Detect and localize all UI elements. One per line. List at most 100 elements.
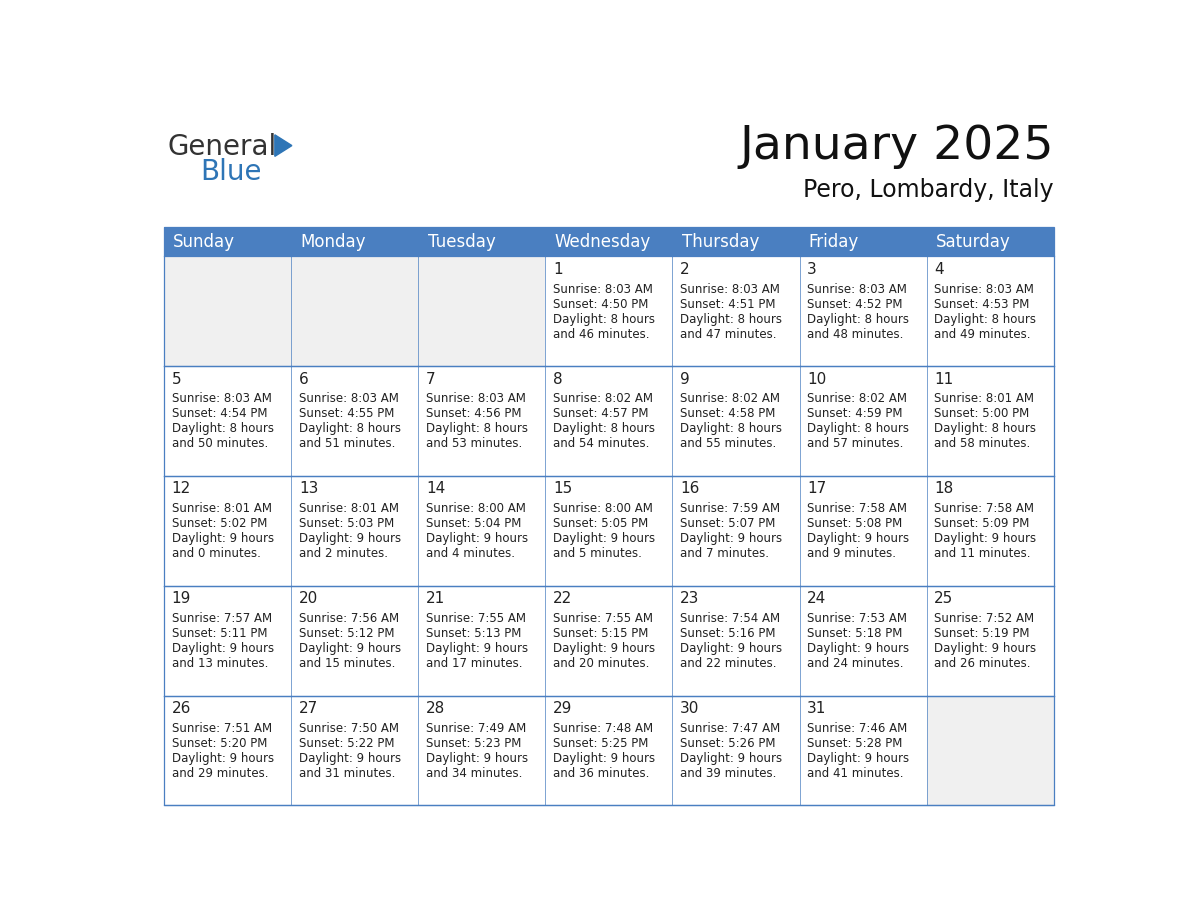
Text: Daylight: 9 hours: Daylight: 9 hours <box>172 532 274 545</box>
Bar <box>672 366 800 476</box>
Text: Wednesday: Wednesday <box>555 233 651 251</box>
Text: Sunrise: 7:50 AM: Sunrise: 7:50 AM <box>299 722 399 734</box>
Text: Blue: Blue <box>201 158 261 186</box>
Text: Sunset: 5:16 PM: Sunset: 5:16 PM <box>681 627 776 640</box>
Text: Tuesday: Tuesday <box>428 233 495 251</box>
Text: Sunrise: 8:03 AM: Sunrise: 8:03 AM <box>681 283 781 296</box>
Text: Sunset: 4:58 PM: Sunset: 4:58 PM <box>681 408 776 420</box>
Bar <box>164 227 1054 805</box>
Text: and 29 minutes.: and 29 minutes. <box>172 767 268 780</box>
Text: 14: 14 <box>426 481 446 497</box>
Text: Sunrise: 7:58 AM: Sunrise: 7:58 AM <box>934 502 1035 515</box>
Text: and 5 minutes.: and 5 minutes. <box>554 547 642 560</box>
Text: Daylight: 9 hours: Daylight: 9 hours <box>426 752 529 765</box>
Text: Sunset: 5:11 PM: Sunset: 5:11 PM <box>172 627 267 640</box>
Text: Daylight: 8 hours: Daylight: 8 hours <box>808 422 909 435</box>
Bar <box>927 366 1054 476</box>
Text: Friday: Friday <box>809 233 859 251</box>
Text: 13: 13 <box>299 481 318 497</box>
Text: Sunset: 4:57 PM: Sunset: 4:57 PM <box>554 408 649 420</box>
Text: Saturday: Saturday <box>936 233 1011 251</box>
Bar <box>291 366 418 476</box>
Bar <box>164 586 291 696</box>
Bar <box>927 256 1054 366</box>
Text: Daylight: 9 hours: Daylight: 9 hours <box>426 642 529 655</box>
Text: Daylight: 9 hours: Daylight: 9 hours <box>554 532 655 545</box>
Text: Sunrise: 8:03 AM: Sunrise: 8:03 AM <box>299 392 399 406</box>
Bar <box>291 696 418 805</box>
Text: Sunrise: 8:00 AM: Sunrise: 8:00 AM <box>426 502 526 515</box>
Text: Sunrise: 7:57 AM: Sunrise: 7:57 AM <box>172 612 272 625</box>
Text: and 36 minutes.: and 36 minutes. <box>554 767 650 780</box>
Bar <box>545 366 672 476</box>
Bar <box>291 586 418 696</box>
Text: Sunrise: 7:46 AM: Sunrise: 7:46 AM <box>808 722 908 734</box>
Bar <box>672 256 800 366</box>
Text: and 53 minutes.: and 53 minutes. <box>426 438 523 451</box>
Text: 10: 10 <box>808 372 827 386</box>
Bar <box>672 586 800 696</box>
Text: Sunrise: 8:03 AM: Sunrise: 8:03 AM <box>172 392 272 406</box>
Text: 24: 24 <box>808 591 827 606</box>
Text: Sunrise: 7:51 AM: Sunrise: 7:51 AM <box>172 722 272 734</box>
Text: Pero, Lombardy, Italy: Pero, Lombardy, Italy <box>803 178 1054 202</box>
Text: Sunrise: 8:02 AM: Sunrise: 8:02 AM <box>554 392 653 406</box>
Text: and 22 minutes.: and 22 minutes. <box>681 657 777 670</box>
Text: 21: 21 <box>426 591 446 606</box>
Bar <box>545 586 672 696</box>
Text: 11: 11 <box>934 372 954 386</box>
Text: Sunrise: 8:03 AM: Sunrise: 8:03 AM <box>934 283 1035 296</box>
Bar <box>800 366 927 476</box>
Text: 30: 30 <box>681 701 700 716</box>
Text: Daylight: 9 hours: Daylight: 9 hours <box>172 642 274 655</box>
Bar <box>927 476 1054 586</box>
Text: Daylight: 9 hours: Daylight: 9 hours <box>299 642 402 655</box>
Text: Daylight: 9 hours: Daylight: 9 hours <box>934 642 1036 655</box>
Text: Sunrise: 7:55 AM: Sunrise: 7:55 AM <box>554 612 653 625</box>
Bar <box>800 696 927 805</box>
Text: Sunset: 5:23 PM: Sunset: 5:23 PM <box>426 737 522 750</box>
Text: and 50 minutes.: and 50 minutes. <box>172 438 268 451</box>
Bar <box>418 476 545 586</box>
Text: Sunrise: 7:54 AM: Sunrise: 7:54 AM <box>681 612 781 625</box>
Text: Sunset: 5:19 PM: Sunset: 5:19 PM <box>934 627 1030 640</box>
Text: Daylight: 9 hours: Daylight: 9 hours <box>681 532 782 545</box>
Text: 8: 8 <box>554 372 563 386</box>
Bar <box>800 476 927 586</box>
Text: Sunrise: 8:03 AM: Sunrise: 8:03 AM <box>808 283 908 296</box>
Text: and 15 minutes.: and 15 minutes. <box>299 657 396 670</box>
Text: 5: 5 <box>172 372 182 386</box>
Text: and 20 minutes.: and 20 minutes. <box>554 657 650 670</box>
Text: 1: 1 <box>554 262 563 277</box>
Bar <box>418 256 545 366</box>
Bar <box>800 586 927 696</box>
Bar <box>545 696 672 805</box>
Bar <box>164 227 1054 256</box>
Text: and 34 minutes.: and 34 minutes. <box>426 767 523 780</box>
Text: Sunrise: 7:48 AM: Sunrise: 7:48 AM <box>554 722 653 734</box>
Text: 17: 17 <box>808 481 827 497</box>
Text: Sunset: 5:09 PM: Sunset: 5:09 PM <box>934 517 1030 531</box>
Text: 18: 18 <box>934 481 954 497</box>
Text: Sunrise: 8:03 AM: Sunrise: 8:03 AM <box>426 392 526 406</box>
Text: Sunset: 5:28 PM: Sunset: 5:28 PM <box>808 737 903 750</box>
Bar <box>291 256 418 366</box>
Text: 3: 3 <box>808 262 817 277</box>
Text: 20: 20 <box>299 591 318 606</box>
Text: Daylight: 9 hours: Daylight: 9 hours <box>808 752 909 765</box>
Text: Sunrise: 8:01 AM: Sunrise: 8:01 AM <box>299 502 399 515</box>
Text: Sunset: 4:55 PM: Sunset: 4:55 PM <box>299 408 394 420</box>
Text: Daylight: 9 hours: Daylight: 9 hours <box>299 532 402 545</box>
Text: 12: 12 <box>172 481 191 497</box>
Text: Sunrise: 7:56 AM: Sunrise: 7:56 AM <box>299 612 399 625</box>
Text: 9: 9 <box>681 372 690 386</box>
Text: and 51 minutes.: and 51 minutes. <box>299 438 396 451</box>
Text: January 2025: January 2025 <box>739 124 1054 169</box>
Text: Monday: Monday <box>301 233 366 251</box>
Text: Daylight: 9 hours: Daylight: 9 hours <box>681 642 782 655</box>
Text: and 7 minutes.: and 7 minutes. <box>681 547 769 560</box>
Text: 29: 29 <box>554 701 573 716</box>
Bar <box>545 476 672 586</box>
Text: Sunrise: 7:59 AM: Sunrise: 7:59 AM <box>681 502 781 515</box>
Bar <box>164 696 291 805</box>
